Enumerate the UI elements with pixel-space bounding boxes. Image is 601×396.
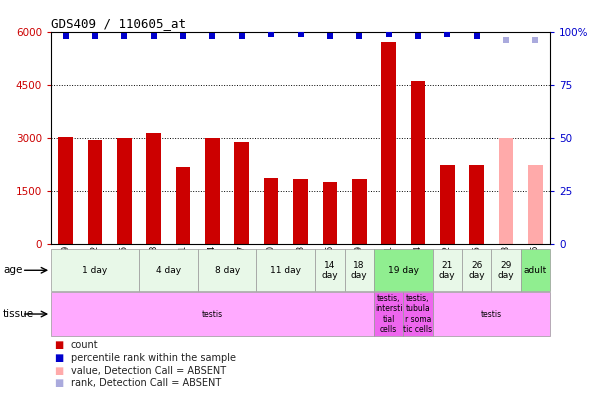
Text: 1 day: 1 day: [82, 266, 108, 275]
Text: age: age: [3, 265, 22, 275]
Bar: [344, 249, 374, 291]
Text: adult: adult: [523, 266, 547, 275]
Text: GDS409 / 110605_at: GDS409 / 110605_at: [51, 17, 186, 30]
Bar: [440, 165, 454, 244]
Bar: [433, 249, 462, 291]
Bar: [205, 137, 220, 244]
Bar: [51, 249, 139, 291]
Text: 19 day: 19 day: [388, 266, 419, 275]
Text: ■: ■: [54, 378, 63, 388]
Bar: [374, 292, 403, 336]
Text: 21
day: 21 day: [439, 261, 456, 280]
Text: ■: ■: [54, 340, 63, 350]
Bar: [88, 141, 102, 244]
Text: count: count: [71, 340, 99, 350]
Bar: [462, 249, 491, 291]
Text: ■: ■: [54, 366, 63, 376]
Bar: [139, 249, 198, 291]
Bar: [403, 292, 433, 336]
Bar: [234, 142, 249, 244]
Bar: [257, 249, 315, 291]
Bar: [528, 165, 543, 244]
Bar: [433, 292, 550, 336]
Text: value, Detection Call = ABSENT: value, Detection Call = ABSENT: [71, 366, 226, 376]
Text: 29
day: 29 day: [498, 261, 514, 280]
Bar: [198, 249, 257, 291]
Text: 11 day: 11 day: [270, 266, 301, 275]
Text: testis,
tubula
r soma
tic cells: testis, tubula r soma tic cells: [403, 294, 433, 334]
Text: 26
day: 26 day: [468, 261, 485, 280]
Bar: [293, 179, 308, 244]
Text: rank, Detection Call = ABSENT: rank, Detection Call = ABSENT: [71, 378, 221, 388]
Bar: [469, 165, 484, 244]
Bar: [264, 178, 278, 244]
Text: 4 day: 4 day: [156, 266, 181, 275]
Text: 14
day: 14 day: [322, 261, 338, 280]
Text: 8 day: 8 day: [215, 266, 240, 275]
Bar: [381, 42, 396, 244]
Text: testis: testis: [202, 310, 223, 318]
Text: tissue: tissue: [3, 309, 34, 319]
Text: testis: testis: [481, 310, 502, 318]
Bar: [499, 138, 513, 244]
Text: testis,
intersti
tial
cells: testis, intersti tial cells: [375, 294, 402, 334]
Bar: [176, 167, 191, 244]
Bar: [323, 183, 337, 244]
Bar: [51, 292, 374, 336]
Bar: [117, 137, 132, 244]
Bar: [520, 249, 550, 291]
Bar: [147, 133, 161, 244]
Text: ■: ■: [54, 353, 63, 363]
Bar: [410, 81, 426, 244]
Bar: [491, 249, 520, 291]
Bar: [374, 249, 433, 291]
Bar: [315, 249, 344, 291]
Bar: [58, 137, 73, 244]
Bar: [352, 179, 367, 244]
Text: percentile rank within the sample: percentile rank within the sample: [71, 353, 236, 363]
Text: 18
day: 18 day: [351, 261, 367, 280]
